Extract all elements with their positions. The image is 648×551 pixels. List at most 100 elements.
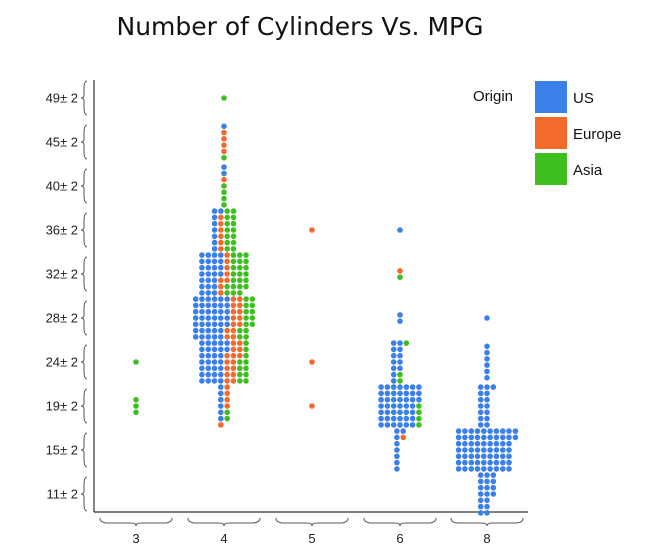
data-point	[493, 466, 500, 472]
data-point	[506, 459, 512, 466]
data-point	[394, 466, 400, 472]
data-point	[249, 308, 256, 315]
data-point	[416, 396, 422, 403]
data-point	[493, 447, 500, 453]
data-point	[211, 340, 218, 346]
data-point	[243, 378, 249, 384]
data-point	[416, 422, 422, 428]
legend-title: Origin	[473, 88, 513, 105]
data-point	[224, 214, 230, 221]
data-point	[218, 371, 224, 378]
data-point	[484, 415, 490, 422]
data-point	[218, 233, 224, 240]
data-point	[230, 315, 237, 321]
data-point	[218, 252, 224, 258]
data-point	[403, 384, 410, 390]
data-point	[224, 290, 230, 296]
data-point	[484, 478, 490, 485]
data-point	[221, 170, 227, 177]
data-point	[409, 415, 416, 422]
data-point	[224, 233, 230, 240]
data-point	[484, 484, 490, 491]
data-point	[477, 497, 484, 504]
y-bracket	[80, 212, 88, 248]
y-bracket	[80, 432, 88, 468]
data-point	[484, 390, 490, 397]
data-point	[230, 346, 237, 353]
data-point	[455, 428, 462, 434]
data-point	[484, 375, 490, 381]
data-point	[199, 290, 205, 296]
data-point	[397, 409, 403, 416]
data-point	[490, 384, 497, 390]
data-point	[237, 271, 243, 277]
x-bracket	[99, 517, 173, 527]
data-point	[218, 308, 224, 315]
data-point	[192, 296, 199, 302]
data-point	[224, 227, 230, 233]
data-point	[133, 359, 139, 365]
data-point	[218, 296, 224, 302]
data-point	[468, 447, 475, 453]
data-point	[237, 283, 243, 290]
data-point	[199, 271, 205, 277]
data-point	[224, 334, 230, 340]
data-point	[221, 123, 227, 130]
data-point	[500, 440, 506, 447]
y-tick-label: 24± 2	[46, 355, 78, 370]
y-bracket	[80, 168, 88, 204]
data-point	[205, 346, 212, 353]
data-point	[218, 334, 224, 340]
x-tick-label: 6	[396, 531, 403, 546]
data-point	[390, 359, 397, 365]
data-point	[218, 220, 224, 227]
data-point	[221, 195, 227, 202]
data-point	[205, 315, 212, 321]
data-point	[199, 378, 205, 384]
y-tick-label: 32± 2	[46, 267, 78, 282]
data-point	[133, 409, 139, 416]
data-point	[462, 440, 468, 447]
data-point	[484, 422, 490, 428]
axes: 11± 2 15± 2 19± 2 24± 2 28± 2 32± 2 36± 2 40± 2…	[46, 80, 528, 546]
data-point	[211, 290, 218, 296]
data-point	[221, 136, 227, 142]
data-point	[243, 321, 249, 328]
data-point	[224, 296, 230, 302]
data-point	[484, 409, 490, 416]
data-point	[474, 428, 481, 434]
data-point	[487, 428, 493, 434]
data-point	[397, 340, 403, 346]
data-point	[211, 277, 218, 284]
data-point	[199, 283, 205, 290]
legend-entry: Asia	[573, 162, 603, 179]
data-point	[477, 422, 484, 428]
data-point	[390, 346, 397, 353]
data-point	[390, 384, 397, 390]
data-point	[493, 434, 500, 441]
data-point	[384, 409, 391, 416]
data-point	[205, 371, 212, 378]
data-point	[243, 302, 249, 309]
data-point	[133, 403, 139, 409]
y-bracket	[80, 476, 88, 512]
data-point	[416, 390, 422, 397]
data-point	[394, 453, 400, 460]
data-point	[237, 277, 243, 284]
legend-entry: Europe	[573, 126, 621, 143]
data-point	[211, 352, 218, 359]
data-point	[230, 283, 237, 290]
data-point	[506, 466, 512, 472]
data-point	[230, 359, 237, 365]
data-point	[230, 296, 237, 302]
data-point	[211, 359, 218, 365]
data-point	[468, 440, 475, 447]
data-point	[484, 315, 490, 321]
data-point	[468, 434, 475, 441]
data-point	[243, 352, 249, 359]
data-point	[224, 359, 230, 365]
data-point	[490, 472, 497, 478]
data-point	[409, 422, 416, 428]
data-point	[218, 396, 224, 403]
data-point	[484, 349, 490, 356]
